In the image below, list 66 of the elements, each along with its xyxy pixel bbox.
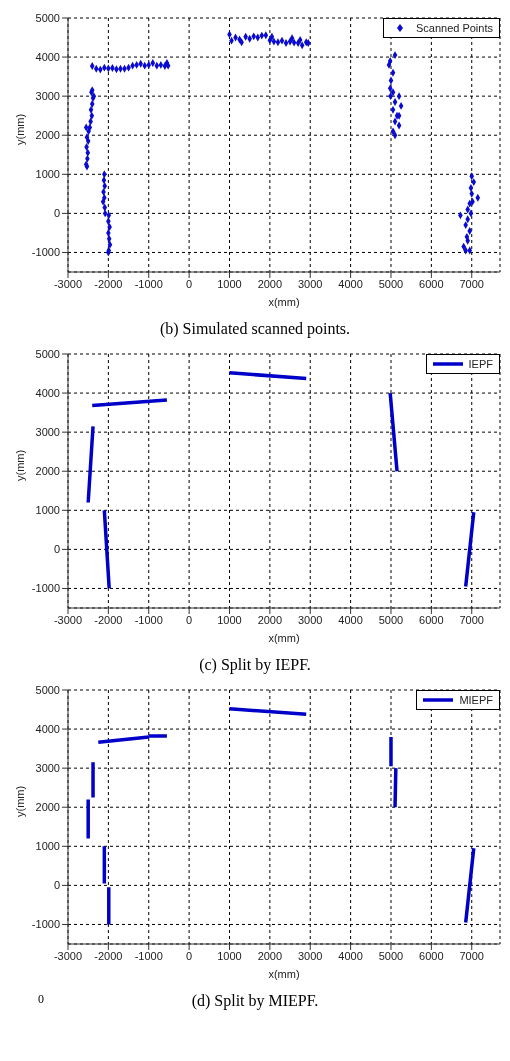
x-tick-label: -2000: [94, 277, 123, 290]
text: (b) Simulated scanned points.: [159, 320, 351, 340]
x-tick-label: 0: [186, 613, 193, 626]
y-tick-label: 3000: [35, 762, 60, 775]
x-tick-label: 6000: [419, 277, 444, 290]
y-tick-label: -1000: [31, 582, 60, 595]
x-tick-label: 1000: [217, 277, 242, 290]
y-tick-label: 3000: [35, 90, 60, 103]
text: (d) Split by MIEPF.: [191, 992, 319, 1012]
y-tick-label: 2000: [35, 801, 60, 814]
y-tick-label: -1000: [31, 918, 60, 931]
x-tick-label: 2000: [257, 277, 283, 290]
y-tick-label: 0: [53, 207, 60, 220]
x-tick-label: 1000: [217, 949, 242, 962]
x-tick-label: 1000: [217, 613, 242, 626]
x-tick-label: 7000: [459, 949, 484, 962]
x-tick-label: 5000: [378, 949, 404, 962]
x-axis-title: x(mm): [268, 296, 300, 308]
y-tick-label: 5000: [35, 347, 60, 360]
x-tick-label: -1000: [134, 949, 163, 962]
y-tick-label: -1000: [31, 246, 60, 259]
y-tick-label: 5000: [35, 683, 60, 696]
y-axis-title: y(mm): [13, 113, 26, 145]
y-tick-label: 1000: [35, 840, 60, 853]
y-tick-label: 4000: [35, 50, 60, 63]
y-tick-label: 5000: [35, 11, 60, 24]
x-axis-title: x(mm): [268, 968, 300, 980]
x-tick-label: 3000: [298, 949, 323, 962]
x-tick-label: 3000: [298, 277, 323, 290]
y-tick-label: 4000: [35, 386, 60, 399]
x-tick-label: 5000: [378, 277, 404, 290]
x-tick-label: 7000: [459, 277, 484, 290]
x-tick-label: 6000: [419, 949, 444, 962]
x-tick-label: 2000: [257, 949, 283, 962]
text: (c) Split by IEPF.: [199, 656, 311, 676]
x-tick-label: -2000: [94, 949, 123, 962]
x-tick-label: -3000: [53, 277, 83, 290]
x-tick-label: -1000: [134, 613, 163, 626]
x-tick-label: 6000: [419, 613, 444, 626]
x-tick-label: 4000: [338, 613, 363, 626]
x-tick-label: -3000: [53, 949, 83, 962]
x-tick-label: 4000: [338, 277, 363, 290]
x-tick-label: -2000: [94, 613, 123, 626]
x-tick-label: 3000: [298, 613, 323, 626]
y-tick-label: 3000: [35, 426, 60, 439]
x-tick-label: 0: [186, 277, 193, 290]
x-tick-label: 7000: [459, 613, 484, 626]
y-axis-title: y(mm): [13, 785, 26, 817]
x-tick-label: 2000: [257, 613, 283, 626]
y-axis-title: y(mm): [13, 449, 26, 481]
legend-label: IEPF: [468, 358, 493, 370]
legend-label: MIEPF: [459, 694, 493, 706]
y-tick-label: 1000: [35, 504, 60, 517]
x-tick-label: -1000: [134, 277, 163, 290]
y-tick-label: 2000: [35, 465, 60, 478]
y-tick-label: 0: [53, 543, 60, 556]
legend-label: Scanned Points: [415, 22, 493, 34]
x-tick-label: -3000: [53, 613, 83, 626]
x-axis-title: x(mm): [268, 632, 300, 644]
y-tick-label: 2000: [35, 129, 60, 142]
x-tick-label: 5000: [378, 613, 404, 626]
y-tick-label: 1000: [35, 168, 60, 181]
x-tick-label: 4000: [338, 949, 363, 962]
y-tick-label: 4000: [35, 722, 60, 735]
x-tick-label: 0: [186, 949, 193, 962]
y-tick-label: 0: [53, 879, 60, 892]
